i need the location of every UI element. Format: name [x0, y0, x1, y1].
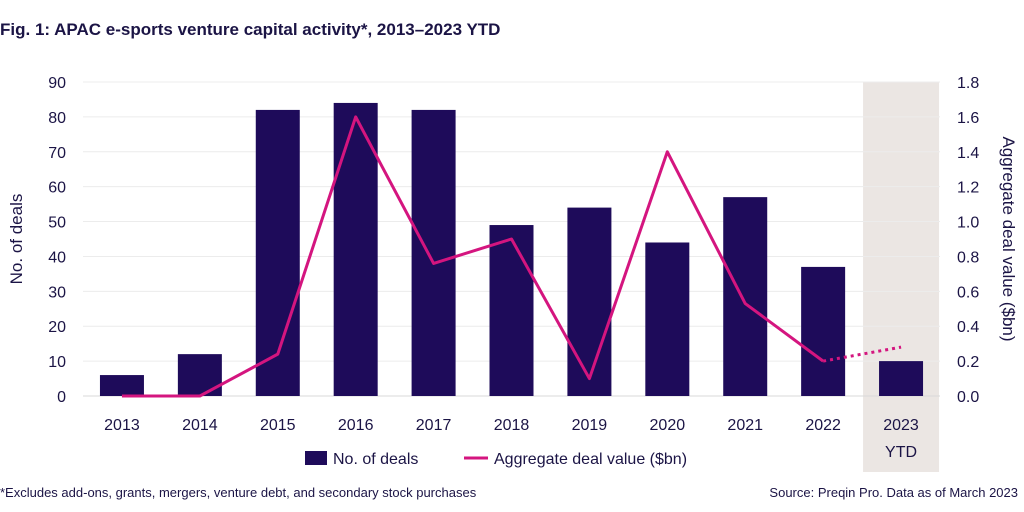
bar-2021 — [723, 197, 768, 396]
y-tick-label: 60 — [48, 180, 66, 197]
y-tick-label: 50 — [48, 215, 66, 232]
value-line — [121, 115, 825, 398]
bar-series — [99, 102, 924, 397]
footnote: *Excludes add-ons, grants, mergers, vent… — [0, 485, 477, 500]
y-tick-label: 70 — [48, 145, 66, 162]
x-tick-label: 2016 — [338, 417, 374, 434]
y2-tick-label: 1.6 — [957, 110, 979, 127]
y2-tick-label: 1.0 — [957, 215, 979, 232]
y2-tick-label: 0.4 — [957, 319, 979, 336]
bar-2018 — [489, 225, 534, 396]
bar-2023 — [879, 361, 924, 396]
bar-2019 — [567, 207, 612, 396]
y-tick-label: 0 — [57, 389, 66, 406]
ytd-highlight — [863, 82, 940, 472]
ytd-highlight-layer — [863, 82, 940, 472]
y2-tick-label: 0.8 — [957, 249, 979, 266]
x-tick-label: 2015 — [260, 417, 296, 434]
y2-tick-label: 1.2 — [957, 180, 979, 197]
y2-tick-label: 1.4 — [957, 145, 979, 162]
y-tick-label: 40 — [48, 249, 66, 266]
y-tick-label: 80 — [48, 110, 66, 127]
bar-2016 — [333, 102, 378, 396]
x-tick-label: 2013 — [104, 417, 140, 434]
axes: 0 10 20 30 40 50 60 70 80 90 0.0 0.2 0.4 0.6 0.8 1.0 1.2… — [7, 75, 1018, 461]
x-tick-label: 2020 — [650, 417, 686, 434]
bar-2022 — [801, 266, 846, 396]
chart-title: Fig. 1: APAC e-sports venture capital ac… — [0, 20, 501, 39]
y-axis-title: No. of deals — [7, 194, 26, 285]
x-tick-label: 2023 — [883, 417, 919, 434]
legend-line-label: Aggregate deal value ($bn) — [494, 451, 687, 468]
y2-tick-label: 1.8 — [957, 75, 979, 92]
x-tick-label: 2018 — [494, 417, 530, 434]
bar-2013 — [99, 375, 144, 396]
y-tick-label: 20 — [48, 319, 66, 336]
x-tick-label: 2014 — [182, 417, 218, 434]
y-tick-label: 90 — [48, 75, 66, 92]
y2-tick-label: 0.0 — [957, 389, 979, 406]
x-tick-label: 2019 — [572, 417, 608, 434]
bar-2017 — [411, 109, 456, 397]
value-line-ytd-dotted — [822, 345, 902, 363]
line-series — [121, 115, 902, 398]
x-tick-label: 2021 — [727, 417, 763, 434]
bar-2014 — [177, 354, 222, 396]
x-tick-label: 2017 — [416, 417, 452, 434]
y2-tick-label: 0.6 — [957, 284, 979, 301]
x-tick-label: 2022 — [805, 417, 841, 434]
legend-bar-swatch — [305, 451, 327, 465]
source-note: Source: Preqin Pro. Data as of March 202… — [769, 485, 1018, 500]
y2-tick-label: 0.2 — [957, 354, 979, 371]
x-tick-sublabel: YTD — [885, 444, 917, 461]
y2-axis-title: Aggregate deal value ($bn) — [999, 136, 1018, 341]
legend-bar-label: No. of deals — [333, 451, 418, 468]
y-tick-label: 10 — [48, 354, 66, 371]
bar-2020 — [645, 242, 690, 396]
y-tick-label: 30 — [48, 284, 66, 301]
bar-2015 — [255, 109, 300, 397]
legend: No. of deals Aggregate deal value ($bn) — [305, 451, 687, 468]
